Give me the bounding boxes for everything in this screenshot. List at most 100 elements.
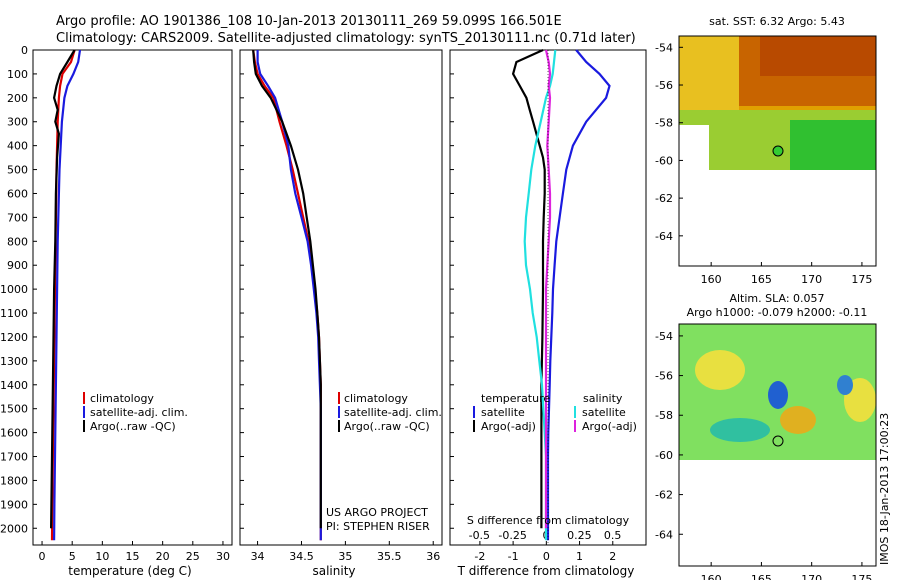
depth-tick-label: 800	[7, 235, 28, 248]
sst-map-title: sat. SST: 6.32 Argo: 5.43	[709, 15, 845, 28]
x-tick-label: 10	[95, 550, 109, 563]
x-tick-label: 0.5	[604, 529, 622, 542]
lat-tick-label: -54	[655, 330, 673, 343]
x-tick-label: 30	[216, 550, 230, 563]
lat-tick-label: -56	[655, 370, 673, 383]
lat-tick-label: -62	[655, 192, 673, 205]
x-tick-label: 34	[251, 550, 265, 563]
lon-tick-label: 165	[751, 573, 772, 580]
depth-tick-label: 300	[7, 116, 28, 129]
series-line-climatology	[252, 49, 322, 541]
legend-temp-satellite: satellite	[481, 406, 525, 419]
lat-tick-label: -58	[655, 117, 673, 130]
sst-cold-region	[790, 120, 876, 170]
x-tick-label: 5	[69, 550, 76, 563]
legend-salinity-title: salinity	[583, 392, 623, 405]
x-tick-label: 1	[576, 550, 583, 563]
x-tick-label: 35.5	[377, 550, 402, 563]
lon-tick-label: 170	[801, 273, 822, 286]
depth-tick-label: 2000	[0, 522, 28, 535]
lon-tick-label: 165	[751, 273, 772, 286]
x-tick-label: 25	[186, 550, 200, 563]
depth-tick-label: 700	[7, 211, 28, 224]
sst-no-data-region	[679, 170, 876, 266]
imos-stamp: IMOS 18-Jan-2013 17:00:23	[878, 413, 891, 565]
depth-tick-label: 900	[7, 259, 28, 272]
legend-sal-argo: Argo(-adj)	[582, 420, 637, 433]
x-tick-label: -2	[474, 550, 485, 563]
depth-tick-label: 1200	[0, 331, 28, 344]
x-tick-label: 0	[39, 550, 46, 563]
series-line-argo-raw-qc-	[252, 49, 322, 529]
sla-no-data-region	[679, 460, 876, 566]
lat-tick-label: -60	[655, 449, 673, 462]
series-line-argo-raw-qc-	[50, 49, 76, 529]
sla-high-anomaly	[780, 406, 816, 434]
sla-high-anomaly	[695, 350, 745, 390]
temperature-xlabel: temperature (deg C)	[68, 564, 191, 578]
depth-tick-label: 1000	[0, 283, 28, 296]
lat-tick-label: -54	[655, 41, 673, 54]
sla-low-anomaly	[710, 418, 770, 442]
sla-map-frame	[678, 323, 877, 567]
legend-argo: Argo(..raw -QC)	[344, 420, 430, 433]
difference-xlabel: T difference from climatology	[457, 564, 635, 578]
x-tick-label: -0.5	[469, 529, 490, 542]
depth-tick-label: 1400	[0, 379, 28, 392]
x-tick-label: 0.25	[567, 529, 592, 542]
credit-pi: PI: STEPHEN RISER	[326, 520, 430, 533]
legend-argo: Argo(..raw -QC)	[90, 420, 176, 433]
x-tick-label: -0.25	[498, 529, 526, 542]
depth-tick-label: 1500	[0, 403, 28, 416]
depth-tick-label: 1600	[0, 427, 28, 440]
depth-tick-label: 200	[7, 92, 28, 105]
lon-tick-label: 170	[801, 573, 822, 580]
lat-tick-label: -60	[655, 154, 673, 167]
depth-tick-label: 400	[7, 140, 28, 153]
depth-tick-label: 1700	[0, 451, 28, 464]
legend-sal-satellite: satellite	[582, 406, 626, 419]
argo-location-marker	[772, 145, 784, 157]
salinity-legend: climatology satellite-adj. clim. Argo(..…	[326, 392, 442, 533]
depth-tick-label: 600	[7, 187, 28, 200]
credit-project: US ARGO PROJECT	[326, 506, 428, 519]
depth-axis: 0 100 200 300 400 500 600 700 800 900 1000 1100 1200…	[0, 44, 454, 535]
sst-missing-data	[679, 125, 709, 170]
series-line-temperature-satellite	[546, 49, 611, 541]
sst-warmest-region	[760, 36, 876, 76]
depth-tick-label: 500	[7, 164, 28, 177]
sst-map-frame	[678, 35, 877, 267]
series-line-satellite-adj-clim-	[256, 50, 322, 541]
x-tick-label: 35	[338, 550, 352, 563]
x-tick-label: 20	[156, 550, 170, 563]
x-axes: 0 5 10 15 20 25 30 34 34.5 35 35.5 36 -2 -1 0 1 2 -0.5 -0.…	[39, 529, 622, 563]
legend-satellite: satellite-adj. clim.	[344, 406, 442, 419]
sla-map-title-2: Argo h1000: -0.079 h2000: -0.11	[687, 306, 868, 319]
salinity-plot-frame	[239, 49, 443, 546]
depth-tick-label: 1800	[0, 474, 28, 487]
x-tick-label: 15	[126, 550, 140, 563]
difference-legend: temperature salinity satellite Argo(-adj…	[473, 392, 637, 433]
sla-map-title-1: Altim. SLA: 0.057	[729, 292, 824, 305]
depth-tick-label: 100	[7, 68, 28, 81]
depth-tick-label: 1900	[0, 498, 28, 511]
sla-map	[678, 323, 877, 567]
depth-tick-label: 1300	[0, 355, 28, 368]
lat-tick-label: -62	[655, 489, 673, 502]
legend-temperature-title: temperature	[481, 392, 550, 405]
x-tick-label: 34.5	[289, 550, 314, 563]
temperature-legend: climatology satellite-adj. clim. Argo(..…	[83, 392, 188, 433]
salinity-xlabel: salinity	[312, 564, 355, 578]
header-line-1: Argo profile: AO 1901386_108 10-Jan-2013…	[56, 14, 562, 29]
x-tick-label: -1	[508, 550, 519, 563]
sst-map-axes: -54 -56 -58 -60 -62 -64 160 165 170 175	[655, 41, 872, 286]
lon-tick-label: 175	[851, 573, 872, 580]
legend-temp-argo: Argo(-adj)	[481, 420, 536, 433]
depth-tick-label: 1100	[0, 307, 28, 320]
sst-map	[678, 35, 877, 267]
sla-low-anomaly	[837, 375, 853, 395]
sla-map-axes: -54 -56 -58 -60 -62 -64 160 165 170 175	[655, 330, 872, 580]
x-tick-label: 36	[426, 550, 440, 563]
header-line-2: Climatology: CARS2009. Satellite-adjuste…	[56, 31, 636, 46]
